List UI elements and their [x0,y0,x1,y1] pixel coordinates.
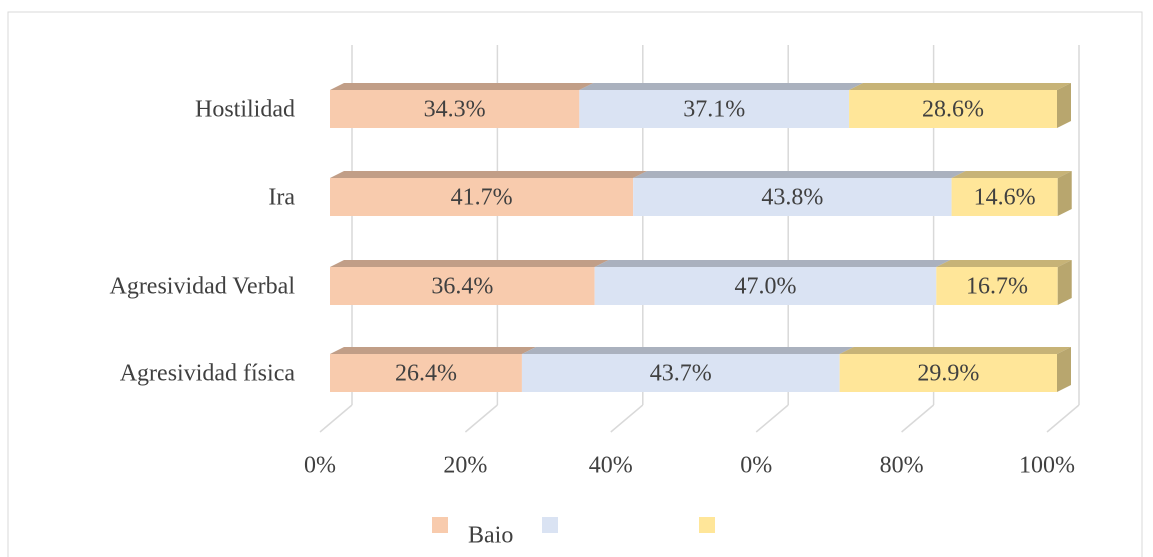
x-tick-label: 100% [1019,453,1075,479]
category-label: Hostilidad [195,97,295,123]
data-label: 16.7% [966,274,1028,300]
bar-side [1057,260,1072,305]
bar-top [849,83,1071,90]
bar-side [1057,171,1072,216]
bar [579,90,850,128]
data-label: 26.4% [395,361,457,387]
bar-top [951,171,1072,178]
legend-label: Baio [468,523,513,549]
bar-top [330,260,609,267]
bar [330,354,522,392]
bar [936,267,1058,305]
data-label: 43.7% [650,361,712,387]
bar [849,90,1057,128]
data-label: 37.1% [683,97,745,123]
grid-line [755,404,789,433]
bar [594,267,937,305]
bar-side [1057,83,1071,128]
x-tick-label: 40% [589,453,633,479]
grid-line [610,404,644,433]
data-label: 47.0% [734,274,796,300]
bar-top [839,347,1071,354]
bar [330,90,580,128]
data-label: 36.4% [431,274,493,300]
bar-top [633,171,966,178]
x-tick-label: 80% [880,453,924,479]
grid-line [319,404,353,433]
bar-top [330,83,594,90]
data-label: 28.6% [922,97,984,123]
bar-top [330,347,536,354]
bar [330,178,634,216]
x-tick-label: 0% [740,453,772,479]
grid-line [1046,404,1080,433]
x-tick-label: 20% [443,453,487,479]
bar [633,178,952,216]
bar [521,354,840,392]
grid-line [901,404,935,433]
data-label: 34.3% [424,97,486,123]
category-label: Ira [268,185,295,211]
bar [951,178,1058,216]
bar [330,267,595,305]
category-label: Agresividad física [120,361,296,387]
bar-top [936,260,1072,267]
grid-line [464,404,498,433]
x-tick-label: 0% [304,453,336,479]
data-label: 14.6% [974,185,1036,211]
data-label: 41.7% [451,185,513,211]
legend-marker [542,517,558,533]
data-label: 29.9% [917,361,979,387]
bar-top [330,171,648,178]
legend-marker [432,517,448,533]
data-label: 43.8% [761,185,823,211]
bar-side [1057,347,1071,392]
bar-top [579,83,864,90]
bar [839,354,1057,392]
bar-top [594,260,951,267]
legend-marker [699,517,715,533]
bar-top [521,347,854,354]
category-label: Agresividad Verbal [109,274,295,300]
